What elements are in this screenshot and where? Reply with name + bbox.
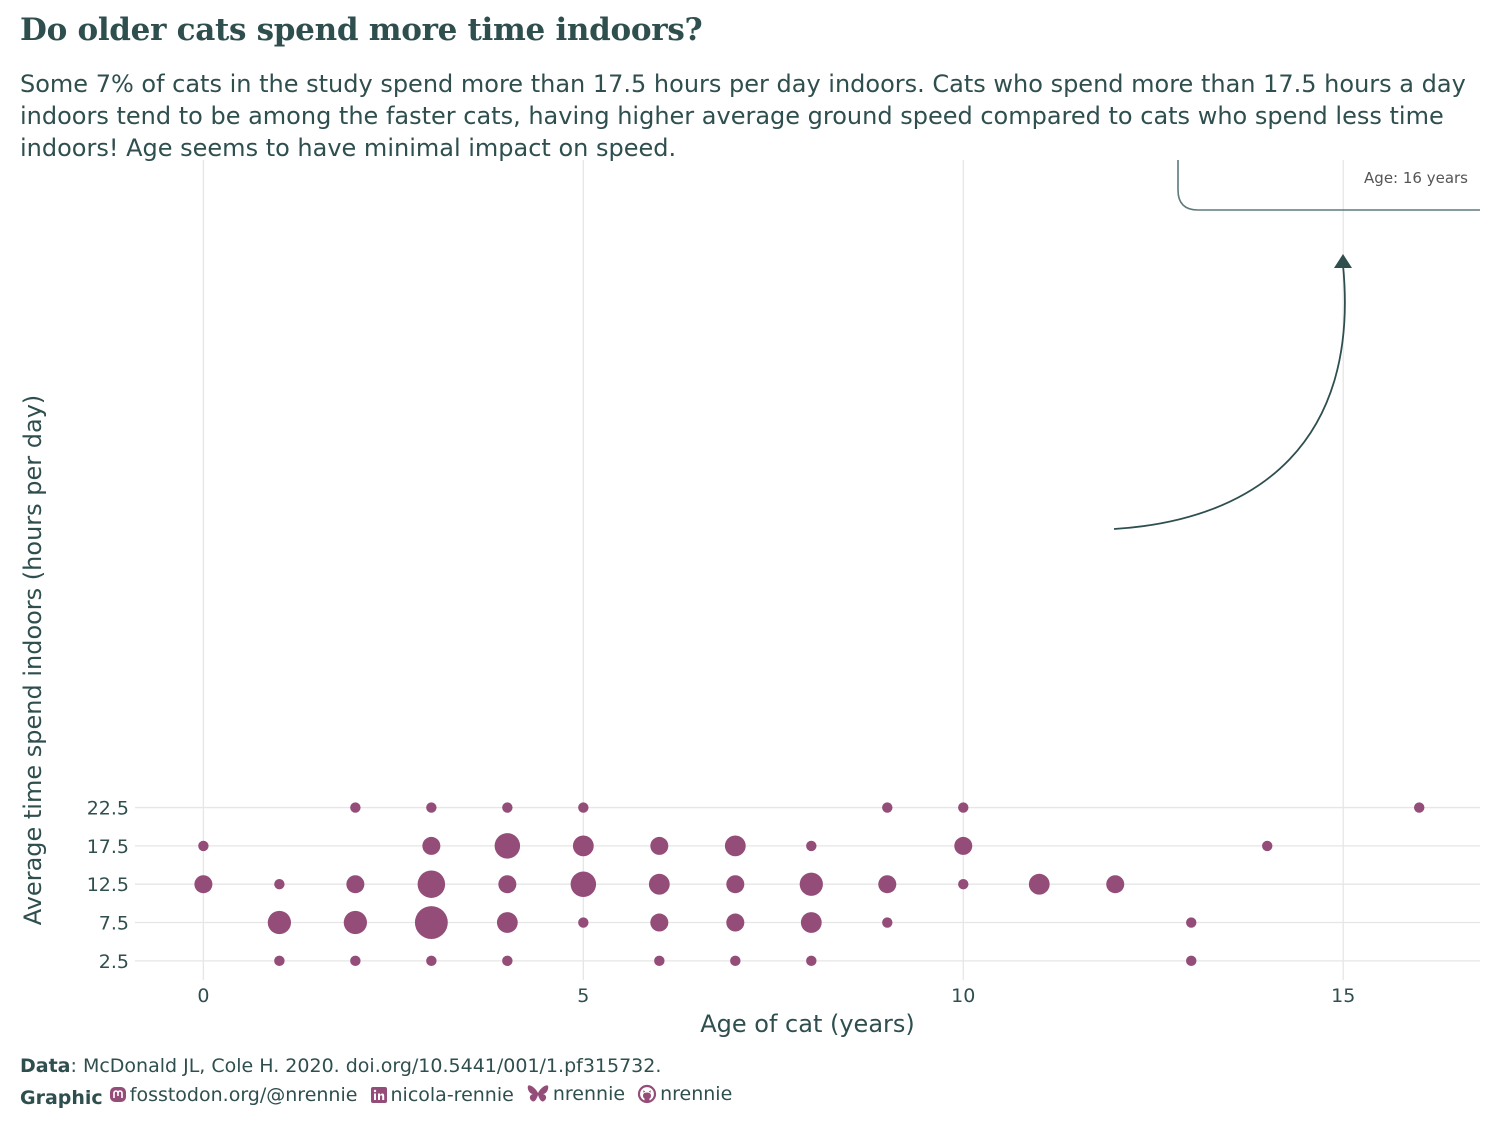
data-point (730, 955, 741, 967)
data-point (958, 802, 969, 813)
github-handle: nrennie (660, 1083, 733, 1105)
x-axis-title: Age of cat (years) (700, 1010, 915, 1038)
data-point (726, 913, 745, 932)
data-point (496, 912, 518, 933)
data-point (274, 879, 285, 890)
data-point (954, 836, 973, 855)
data-point (806, 840, 817, 852)
data-source-line: Data: McDonald JL, Cole H. 2020. doi.org… (20, 1052, 738, 1080)
bluesky-icon (527, 1085, 549, 1102)
data-point (572, 835, 594, 857)
y-tick-label: 22.5 (87, 798, 129, 820)
data-point (343, 910, 367, 935)
x-tick-label: 5 (577, 985, 589, 1007)
linkedin-icon (370, 1087, 387, 1103)
data-point (417, 870, 446, 898)
x-tick-label: 0 (197, 985, 209, 1007)
annotation-label: Age: 16 years (1364, 169, 1468, 187)
y-tick-label: 12.5 (87, 874, 129, 896)
bluesky-link[interactable]: nrennie (526, 1080, 625, 1108)
data-point (350, 802, 361, 813)
x-tick-label: 10 (951, 985, 975, 1007)
data-source-text: : McDonald JL, Cole H. 2020. doi.org/10.… (70, 1055, 662, 1077)
data-point (1186, 917, 1197, 928)
y-tick-label: 7.5 (99, 913, 129, 935)
bluesky-handle: nrennie (552, 1083, 626, 1105)
data-point (800, 912, 822, 933)
data-point (194, 875, 213, 894)
data-point (1414, 802, 1425, 813)
data-point (350, 955, 361, 967)
y-tick-label: 2.5 (99, 951, 129, 973)
data-point (958, 879, 969, 890)
github-link[interactable]: nrennie (637, 1080, 732, 1108)
mastodon-handle: fosstodon.org/@nrennie (129, 1084, 358, 1106)
linkedin-handle: nicola-rennie (390, 1084, 514, 1106)
chart-title: Do older cats spend more time indoors? (20, 12, 703, 48)
data-point (1262, 840, 1273, 852)
data-point (426, 802, 437, 813)
github-icon (637, 1084, 657, 1104)
data-point (654, 955, 665, 967)
annotation-arrow (1113, 264, 1346, 530)
graphic-label: Graphic (20, 1087, 103, 1109)
data-point (650, 836, 669, 855)
data-point (1186, 955, 1197, 967)
data-point (648, 873, 670, 895)
data-point (578, 802, 589, 813)
data-point (882, 917, 893, 928)
data-point (650, 913, 669, 932)
data-point (578, 917, 589, 928)
data-point (422, 836, 441, 855)
data-point (274, 955, 285, 967)
y-tick-label: 17.5 (87, 836, 129, 858)
y-axis-title: Average time spend indoors (hours per da… (19, 395, 47, 926)
linkedin-link[interactable]: nicola-rennie (370, 1081, 514, 1109)
data-point (502, 955, 513, 967)
mastodon-link[interactable]: fosstodon.org/@nrennie (109, 1081, 358, 1109)
data-point (726, 875, 745, 894)
data-point (346, 875, 365, 894)
caption: Data: McDonald JL, Cole H. 2020. doi.org… (20, 1052, 738, 1112)
chart-subtitle: Some 7% of cats in the study spend more … (20, 70, 1466, 162)
data-point (806, 955, 817, 967)
mastodon-icon (109, 1087, 126, 1102)
data-point (570, 871, 597, 897)
data-point (267, 910, 292, 935)
data-point (724, 835, 746, 857)
arrow-head (1334, 254, 1352, 268)
data-point (1028, 873, 1050, 895)
data-point (494, 833, 521, 859)
data-label: Data (20, 1055, 71, 1077)
x-tick-label: 15 (1331, 985, 1355, 1007)
data-point (198, 840, 209, 852)
data-point (426, 955, 437, 967)
data-point (882, 802, 893, 813)
data-point (799, 872, 823, 896)
data-point (1106, 875, 1125, 894)
data-point (502, 802, 513, 813)
annotation-bracket (1177, 160, 1480, 211)
data-point (414, 906, 448, 939)
graphic-credit-line: Graphic fosstodon.org/@nrennie nicola-re… (20, 1080, 738, 1112)
data-point (878, 875, 897, 894)
data-point (498, 875, 517, 894)
